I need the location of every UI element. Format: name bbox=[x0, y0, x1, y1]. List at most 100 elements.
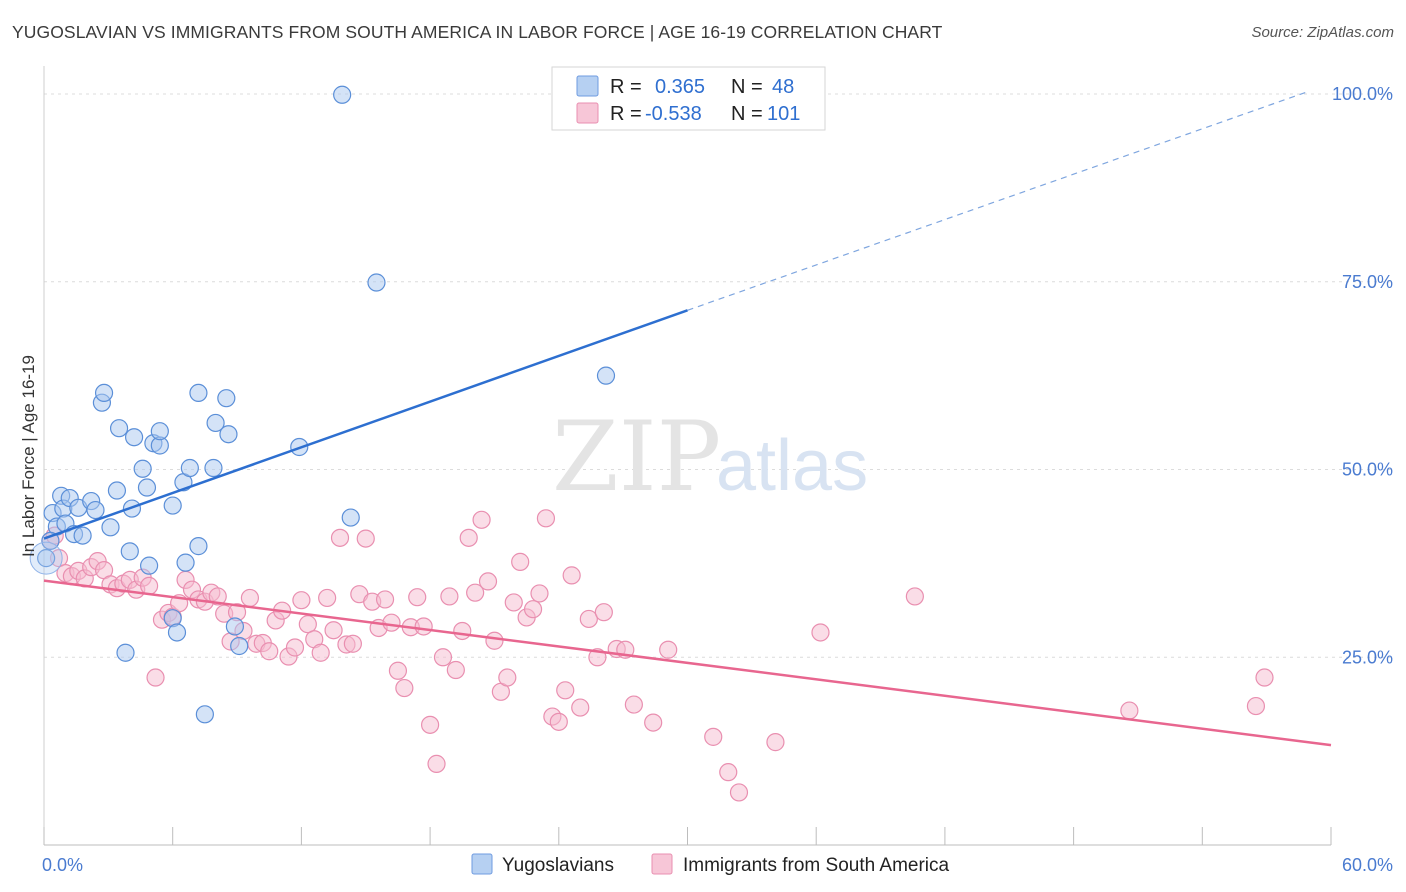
data-point bbox=[217, 389, 236, 408]
data-point bbox=[230, 636, 249, 656]
data-point bbox=[189, 383, 208, 403]
x-tick-label: 0.0% bbox=[42, 855, 83, 875]
data-point bbox=[189, 537, 208, 556]
data-point bbox=[485, 631, 504, 650]
stats-legend-n-value-south-america: 101 bbox=[767, 103, 800, 125]
data-point bbox=[427, 754, 446, 773]
data-point bbox=[167, 623, 187, 642]
data-point bbox=[472, 510, 491, 529]
data-point bbox=[536, 509, 556, 528]
data-point bbox=[292, 591, 311, 610]
data-point bbox=[225, 617, 245, 636]
data-point bbox=[94, 383, 114, 403]
data-point bbox=[333, 85, 352, 104]
data-point bbox=[124, 428, 144, 447]
data-point bbox=[523, 600, 543, 619]
stats-legend-swatch-yugoslavians bbox=[576, 75, 599, 97]
data-point bbox=[341, 508, 360, 527]
data-point bbox=[414, 617, 433, 636]
chart-title: YUGOSLAVIAN VS IMMIGRANTS FROM SOUTH AME… bbox=[12, 22, 943, 42]
y-tick-labels: 25.0% 50.0% 75.0% 100.0% bbox=[1332, 84, 1393, 667]
data-point bbox=[504, 593, 523, 612]
data-point bbox=[511, 552, 530, 571]
data-point bbox=[116, 643, 135, 662]
data-point bbox=[440, 587, 459, 606]
data-point bbox=[86, 500, 105, 520]
data-point bbox=[1246, 696, 1266, 716]
y-tick-label: 75.0% bbox=[1342, 272, 1393, 292]
data-point bbox=[719, 763, 738, 782]
y-tick-label: 50.0% bbox=[1342, 460, 1393, 480]
stats-legend-swatch-south-america bbox=[576, 102, 599, 124]
axes bbox=[43, 66, 1332, 846]
data-point bbox=[356, 529, 375, 548]
data-point bbox=[421, 715, 440, 734]
data-point bbox=[133, 459, 152, 478]
data-point bbox=[571, 698, 590, 717]
watermark-atlas: atlas bbox=[716, 426, 868, 506]
data-point bbox=[107, 481, 127, 500]
data-point bbox=[318, 588, 337, 608]
data-point bbox=[453, 621, 472, 641]
data-point bbox=[343, 634, 362, 653]
data-point bbox=[120, 542, 139, 561]
data-point bbox=[140, 576, 159, 596]
series-south-america bbox=[41, 509, 1274, 802]
trend-lines bbox=[43, 91, 1332, 747]
stats-legend-n-label-yugoslavians: N = bbox=[731, 76, 763, 98]
stats-legend-r-value-south-america: -0.538 bbox=[645, 103, 702, 125]
series-legend-label-south-america: Immigrants from South America bbox=[683, 855, 950, 876]
data-point bbox=[176, 553, 195, 572]
data-point bbox=[395, 678, 414, 698]
data-points bbox=[29, 85, 1274, 802]
data-point bbox=[729, 783, 749, 802]
data-point bbox=[375, 590, 395, 609]
data-point bbox=[549, 712, 568, 731]
stats-legend: R = 0.365 N = 48 R = -0.538 N = 101 bbox=[551, 66, 826, 131]
data-point bbox=[180, 458, 199, 478]
data-point bbox=[150, 422, 169, 441]
stats-legend-r-label-yugoslavians: R = bbox=[610, 76, 642, 98]
series-yugoslavians bbox=[37, 85, 616, 724]
data-point bbox=[367, 273, 386, 292]
data-point bbox=[446, 660, 465, 680]
stats-legend-r-value-yugoslavians: 0.365 bbox=[655, 76, 705, 98]
data-point bbox=[478, 572, 498, 591]
data-point bbox=[29, 541, 63, 575]
data-point bbox=[466, 583, 485, 602]
stats-legend-r-label-south-america: R = bbox=[610, 103, 642, 125]
data-point bbox=[240, 588, 260, 608]
data-point bbox=[766, 733, 785, 752]
stats-legend-n-value-yugoslavians: 48 bbox=[772, 76, 794, 98]
data-point bbox=[260, 642, 279, 661]
data-point bbox=[137, 478, 157, 497]
trend-line-south-america bbox=[43, 579, 1332, 747]
y-tick-label: 25.0% bbox=[1342, 647, 1393, 667]
gridlines bbox=[44, 93, 1394, 658]
data-point bbox=[324, 621, 343, 640]
data-point bbox=[109, 419, 129, 438]
data-point bbox=[163, 496, 182, 515]
data-point bbox=[382, 613, 401, 632]
series-legend: Yugoslavians Immigrants from South Ameri… bbox=[471, 853, 950, 876]
data-point bbox=[140, 556, 159, 575]
data-point bbox=[219, 425, 238, 444]
data-point bbox=[73, 526, 92, 545]
data-point bbox=[459, 528, 478, 547]
data-point bbox=[530, 584, 549, 603]
series-legend-label-yugoslavians: Yugoslavians bbox=[502, 855, 614, 876]
data-point bbox=[311, 643, 330, 662]
data-point bbox=[206, 413, 225, 433]
data-point bbox=[146, 668, 165, 687]
data-point bbox=[330, 528, 350, 547]
data-point bbox=[298, 615, 317, 634]
data-point bbox=[1120, 701, 1139, 720]
data-point bbox=[905, 587, 924, 606]
y-tick-label: 100.0% bbox=[1332, 84, 1393, 104]
data-point bbox=[811, 623, 830, 642]
data-point bbox=[704, 727, 723, 746]
series-legend-swatch-south-america bbox=[651, 853, 673, 875]
data-point bbox=[579, 609, 598, 629]
data-point bbox=[624, 695, 643, 714]
